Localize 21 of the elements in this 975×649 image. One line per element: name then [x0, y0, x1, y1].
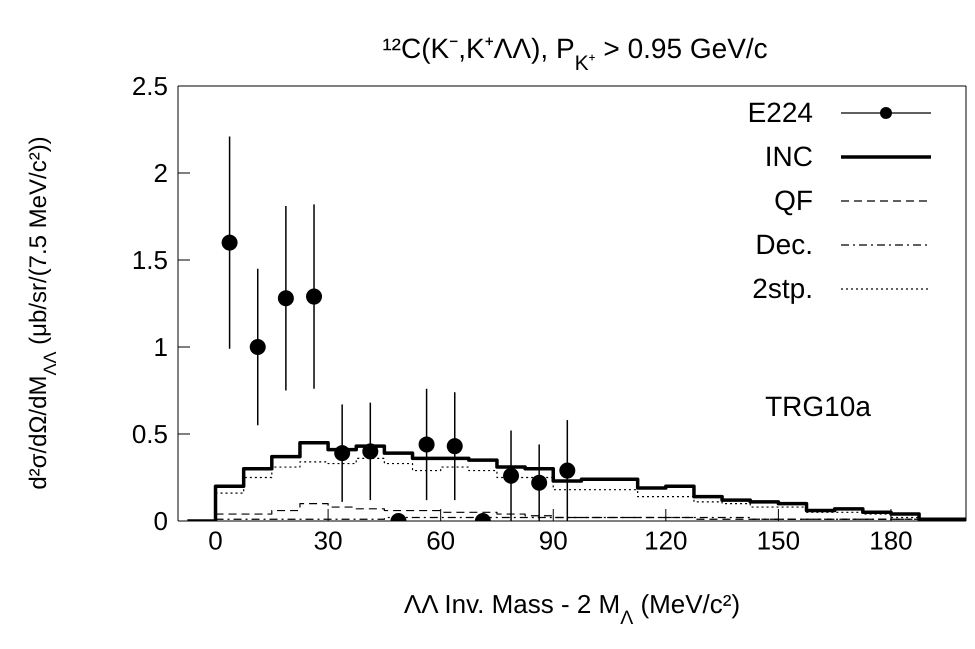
y-tick-label: 1.5 — [132, 245, 168, 276]
x-tick-label: 120 — [644, 525, 688, 556]
y-tick-label: 2.5 — [132, 71, 168, 102]
x-tick-label: 150 — [756, 525, 800, 556]
x-tick-label: 30 — [314, 525, 343, 556]
x-tick-label: 90 — [538, 525, 568, 556]
annotation: TRG10a — [765, 391, 872, 422]
x-tick-label: 180 — [869, 525, 913, 556]
x-tick-label: 60 — [426, 525, 456, 556]
legend-label: QF — [774, 184, 813, 218]
legend-label: E224 — [748, 96, 813, 130]
y-tick-label: 2 — [154, 158, 168, 188]
legend-label: Dec. — [755, 228, 813, 262]
x-axis-title: ΛΛ Inv. Mass - 2 M$_{Λ}$ (MeV/c²) — [404, 589, 740, 629]
legend-label: INC — [764, 140, 813, 174]
y-tick-label: 0.5 — [132, 419, 168, 450]
legend-label: 2stp. — [752, 272, 813, 306]
x-tick-label: 0 — [208, 525, 223, 556]
chart-title: ¹²C(K⁻,K⁺ΛΛ), P$_{K⁺}$ > 0.95 GeV/c — [382, 33, 768, 74]
y-tick-label: 0 — [154, 506, 168, 536]
y-tick-label: 1 — [154, 332, 168, 362]
